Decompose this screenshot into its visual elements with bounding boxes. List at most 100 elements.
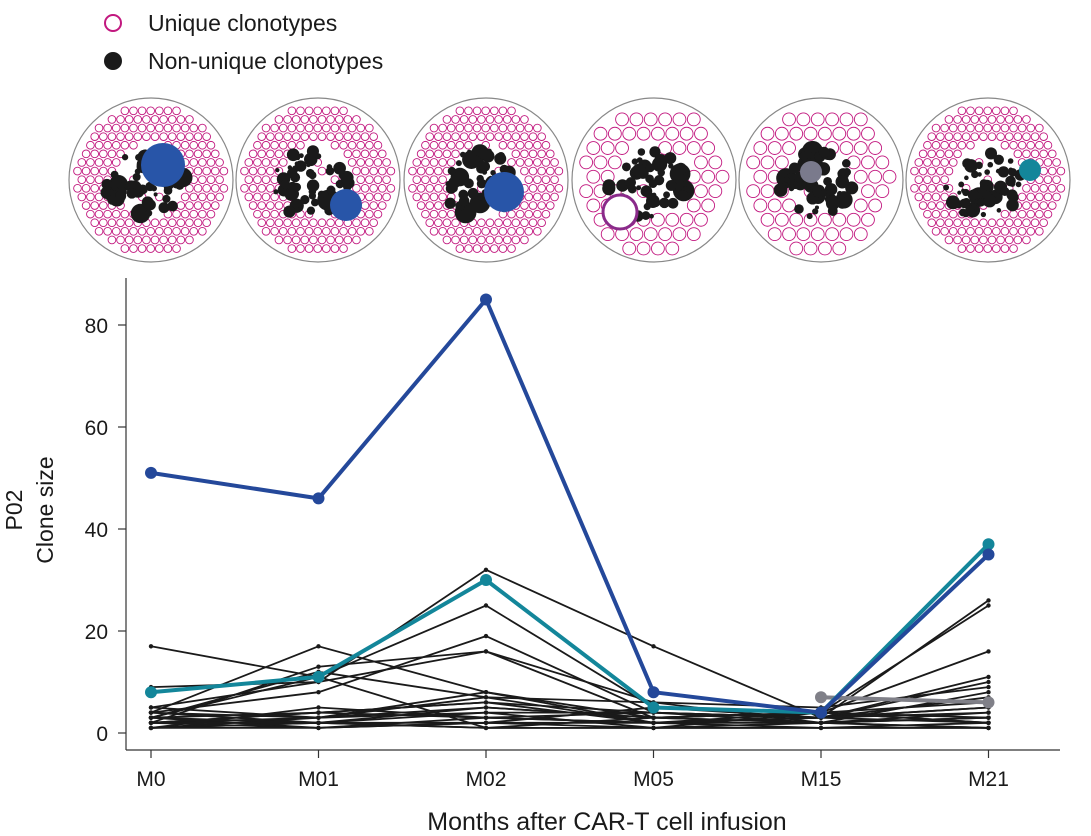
non-unique-clonotype-bubble (326, 194, 332, 200)
non-unique-clonotype-bubble (984, 147, 998, 160)
clone-series-point (818, 705, 824, 710)
unique-clonotype-bubble (257, 201, 267, 210)
clone-series-point (818, 720, 824, 725)
unique-clonotype-bubble (347, 140, 357, 150)
non-unique-clonotype-bubble (287, 168, 298, 179)
unique-clonotype-bubble (966, 227, 975, 236)
clone-blue-line (150, 297, 990, 715)
non-unique-clonotype-bubble (943, 184, 950, 191)
clone-series-point (316, 679, 321, 685)
non-unique-clonotype-bubble (307, 179, 317, 189)
unique-clonotype-bubble (434, 166, 443, 176)
non-unique-clonotype-bubble (659, 197, 670, 209)
unique-clonotype-bubble (810, 227, 825, 242)
unique-clonotype-bubble (853, 169, 868, 184)
unique-clonotype-bubble (446, 123, 456, 133)
clone-series-point (316, 710, 321, 715)
clone-series-line (151, 706, 989, 724)
non-unique-clonotype-bubble (996, 208, 1002, 213)
unique-clonotype-bubble (957, 244, 967, 253)
unique-clonotype-bubble (961, 235, 971, 245)
unique-clonotype-bubble (1052, 192, 1061, 202)
unique-clonotype-bubble (167, 235, 177, 245)
clone-series-point (986, 720, 991, 725)
unique-clonotype-bubble (446, 227, 456, 236)
non-unique-clonotype-bubble (310, 198, 319, 207)
unique-clonotype-bubble (159, 235, 168, 245)
unique-clonotype-bubble (485, 235, 495, 245)
unique-clonotype-bubble (541, 140, 551, 150)
unique-clonotype-bubble (137, 227, 147, 236)
unique-clonotype-bubble (1013, 235, 1023, 245)
clone-series-point (818, 710, 824, 715)
unique-clonotype-bubble (1030, 183, 1040, 193)
unique-clonotype-bubble (882, 169, 897, 184)
unique-clonotype-bubble (515, 123, 525, 133)
clone-series-point (818, 720, 824, 725)
unique-clonotype-bubble (1000, 140, 1010, 150)
unique-clonotype-bubble (936, 149, 945, 159)
clone-blue-point (312, 492, 325, 505)
y-tick-label: 60 (85, 417, 108, 440)
unique-clonotype-bubble (979, 132, 988, 141)
unique-clonotype-bubble (455, 123, 465, 133)
unique-clonotype-bubble (103, 227, 112, 236)
non-unique-clonotype-bubble (447, 166, 456, 176)
unique-clonotype-bubble (953, 149, 962, 159)
non-unique-clonotype-bubble (837, 170, 843, 176)
unique-clonotype-bubble (261, 209, 271, 219)
clone-series-point (651, 720, 656, 725)
unique-clonotype-bubble (520, 132, 529, 141)
unique-clonotype-bubble (679, 212, 694, 227)
unique-clonotype-bubble (248, 201, 258, 210)
unique-clonotype-bubble (334, 132, 344, 141)
clone-series-point (316, 669, 321, 674)
unique-clonotype-bubble (159, 115, 168, 124)
unique-clonotype-bubble (180, 209, 190, 219)
non-unique-clonotype-bubble (120, 178, 126, 183)
unique-clonotype-bubble (541, 175, 551, 185)
unique-clonotype-bubble (412, 158, 422, 167)
unique-clonotype-bubble (1039, 149, 1048, 159)
unique-clonotype-bubble (421, 140, 430, 150)
clone-series-point (483, 695, 489, 700)
unique-clonotype-bubble (948, 140, 958, 150)
non-unique-clonotype-bubble (273, 189, 279, 195)
clone-series-point (818, 710, 824, 715)
non-unique-clonotype-bubble (602, 179, 616, 193)
y-axis-title-line1: P02 (1, 490, 27, 531)
clone-series-point (818, 710, 824, 715)
unique-clonotype-bubble (352, 235, 361, 245)
non-unique-clonotype-bubble (132, 172, 141, 181)
unique-clonotype-bubble (996, 115, 1005, 124)
unique-clonotype-bubble (360, 149, 370, 159)
clone-series-point (986, 598, 991, 603)
unique-clonotype-bubble (507, 244, 516, 253)
clone-series-point (483, 649, 489, 654)
unique-clonotype-bubble (622, 241, 637, 256)
unique-clonotype-bubble (309, 218, 318, 228)
unique-clonotype-bubble (150, 235, 160, 245)
unique-clonotype-bubble (198, 175, 207, 185)
unique-clonotype-bubble (111, 227, 121, 236)
unique-clonotype-bubble (966, 244, 975, 253)
unique-clonotype-bubble (1047, 166, 1057, 176)
clone-teal-point (145, 686, 157, 699)
non-unique-clonotype-bubble (668, 163, 674, 169)
non-unique-clonotype-bubble (477, 148, 489, 160)
unique-clonotype-bubble (1009, 227, 1018, 236)
clone-series-line (150, 706, 989, 729)
clone-series-point (483, 720, 489, 725)
unique-clonotype-bubble (94, 175, 104, 185)
unique-clonotype-bubble (472, 123, 482, 133)
unique-clonotype-bubble (189, 192, 199, 202)
non-unique-clonotype-bubble (141, 196, 154, 209)
unique-clonotype-bubble (533, 140, 542, 150)
unique-clonotype-bubble (533, 175, 542, 185)
non-unique-clonotype-bubble (283, 205, 296, 218)
unique-clonotype-bubble (468, 115, 478, 124)
non-unique-clonotype-bubble (308, 171, 317, 180)
unique-clonotype-bubble (446, 209, 456, 219)
unique-clonotype-bubble (511, 218, 521, 228)
clone-series-point (651, 700, 656, 705)
